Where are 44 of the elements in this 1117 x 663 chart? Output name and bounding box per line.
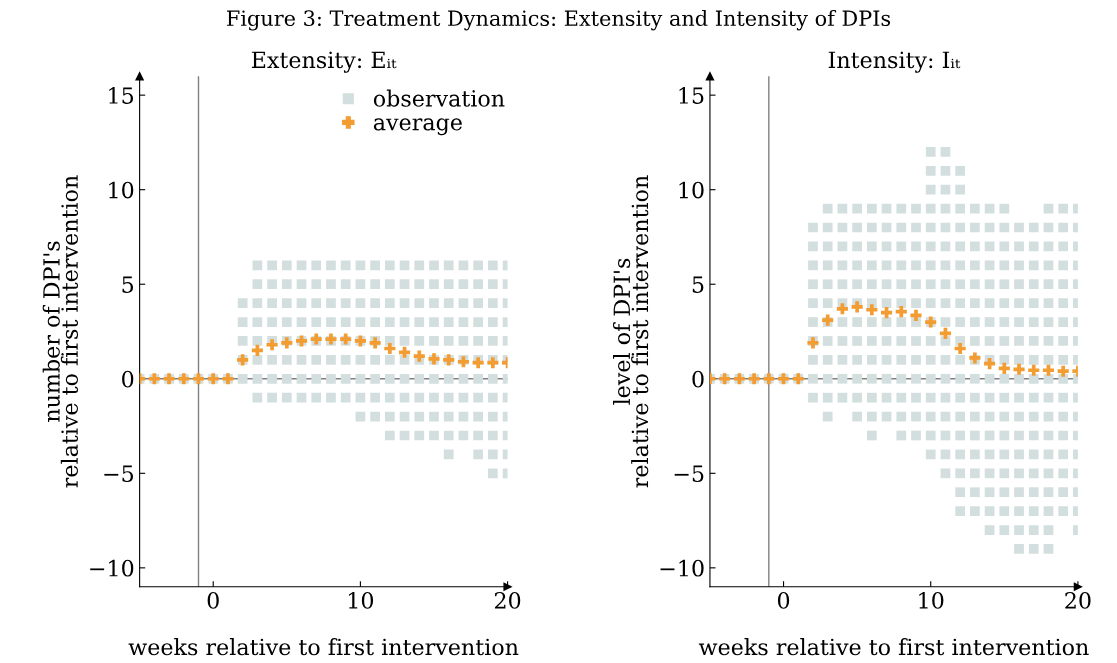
x-axis-title: weeks relative to first intervention [128, 638, 519, 656]
point [866, 304, 878, 316]
x-tick-label: 0 [207, 592, 219, 609]
point [399, 346, 411, 358]
y-axis-title: level of DPI's relative to first intervention [613, 175, 649, 488]
y-tick-label: 5 [122, 276, 134, 293]
y-tick-label: 10 [109, 181, 134, 199]
x-tick-label: 20 [1065, 592, 1091, 609]
y-tick-label: −10 [90, 559, 134, 577]
point [472, 357, 484, 369]
y-tick-label: −10 [660, 559, 704, 577]
point [836, 303, 848, 315]
point [1028, 364, 1040, 376]
point [413, 350, 425, 362]
legend-label: observation [373, 89, 505, 107]
x-tick-label: 10 [348, 592, 374, 609]
x-tick-label: 10 [919, 592, 944, 609]
y-tick-label: −5 [674, 465, 704, 483]
chart-title: Extensity: Eᵢₜ [251, 51, 397, 73]
x-tick-label: 20 [494, 592, 521, 609]
point [384, 342, 396, 355]
chart-title: Intensity: Iᵢₜ [828, 51, 961, 73]
y-tick-label: 0 [692, 370, 704, 388]
point [1013, 363, 1025, 375]
caption: Figure 3: Treatment Dynamics: Extensity and Intensity of DPIs [227, 9, 891, 31]
y-tick-label: 5 [692, 276, 704, 293]
legend-label: average [373, 118, 462, 136]
x-tick-label: 0 [777, 592, 790, 609]
point [1057, 365, 1069, 377]
x-axis-title: weeks relative to first intervention [698, 638, 1089, 656]
point [998, 362, 1010, 374]
point [851, 301, 863, 313]
point [910, 309, 922, 321]
point [266, 339, 278, 351]
y-tick-label: −5 [104, 465, 134, 483]
y-tick-label: 10 [679, 181, 704, 199]
point [954, 342, 966, 355]
y-axis-title: number of DPI's relative to first intervention [42, 175, 78, 488]
y-tick-label: 15 [679, 87, 704, 104]
point [487, 357, 499, 369]
point [895, 306, 907, 318]
y-tick-label: 0 [122, 370, 134, 388]
point [1042, 364, 1055, 376]
y-tick-label: 15 [109, 87, 134, 104]
